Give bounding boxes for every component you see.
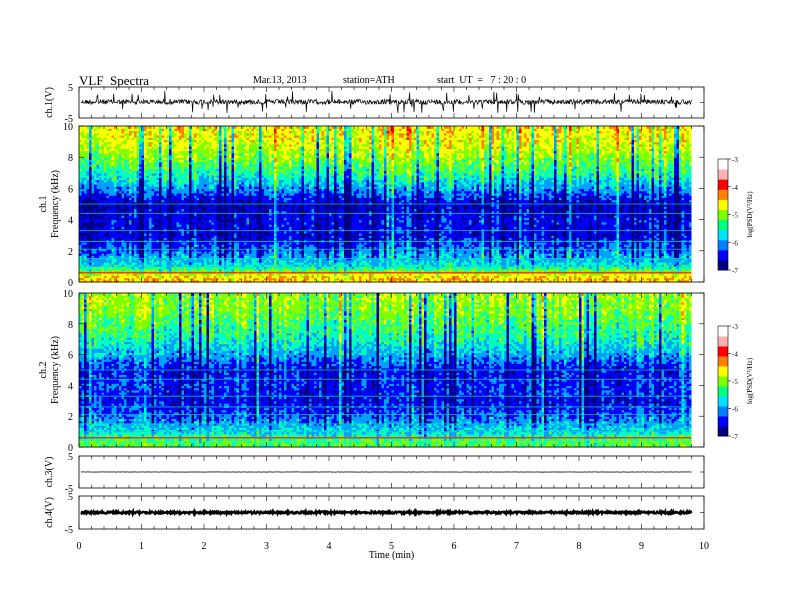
- plot-area: 5-5ch.1(V) 0246810ch.1 Frequency (kHz) -3…: [0, 0, 792, 612]
- ch1-wave-ylabel: ch.1(V): [44, 87, 55, 118]
- vlf-spectra-figure: VLF Spectra Mar.13, 2013 station=ATH sta…: [0, 0, 792, 612]
- ch1-wave-ytick-top: 5: [68, 83, 73, 94]
- ch1-wave-trace: [81, 91, 692, 113]
- ch1-waveform-panel: 5-5ch.1(V): [44, 83, 704, 125]
